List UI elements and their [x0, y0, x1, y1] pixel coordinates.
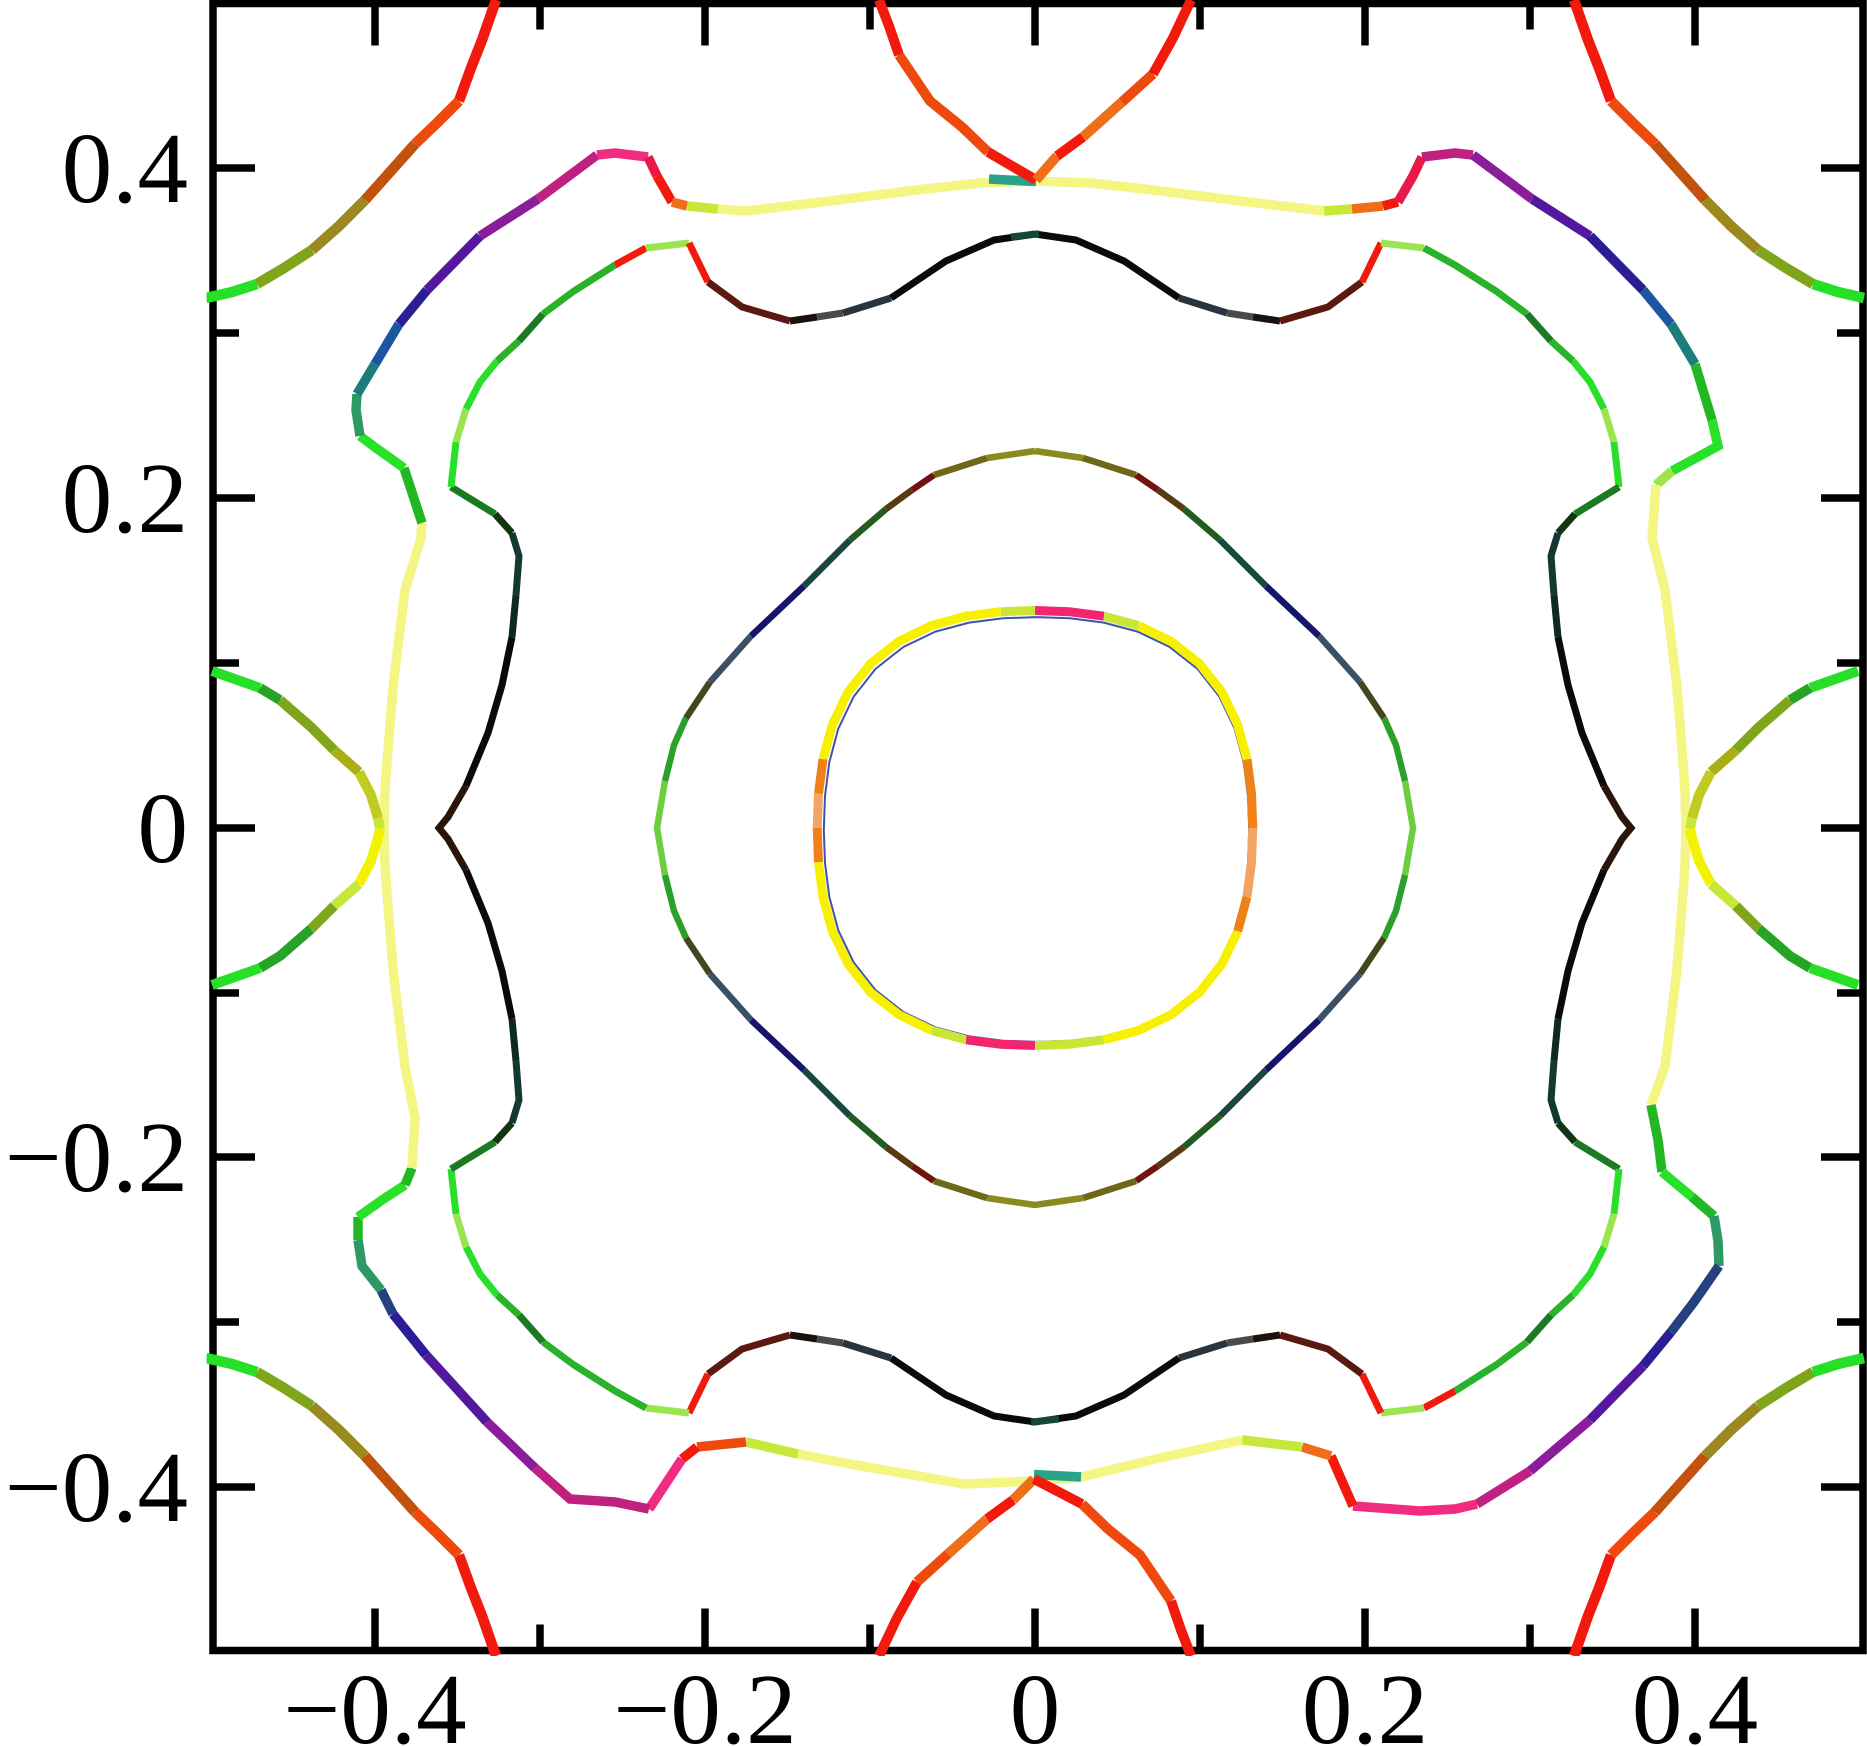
- svg-text:0.2: 0.2: [1302, 1653, 1428, 1746]
- svg-text:−0.2: −0.2: [613, 1653, 796, 1746]
- svg-text:−0.4: −0.4: [283, 1653, 466, 1746]
- svg-text:0.2: 0.2: [62, 442, 188, 554]
- svg-text:0.4: 0.4: [62, 112, 188, 224]
- svg-text:0: 0: [138, 772, 189, 884]
- svg-text:−0.2: −0.2: [5, 1101, 188, 1213]
- svg-text:0: 0: [1010, 1653, 1061, 1746]
- svg-text:0.4: 0.4: [1632, 1653, 1758, 1746]
- svg-text:−0.4: −0.4: [5, 1431, 188, 1543]
